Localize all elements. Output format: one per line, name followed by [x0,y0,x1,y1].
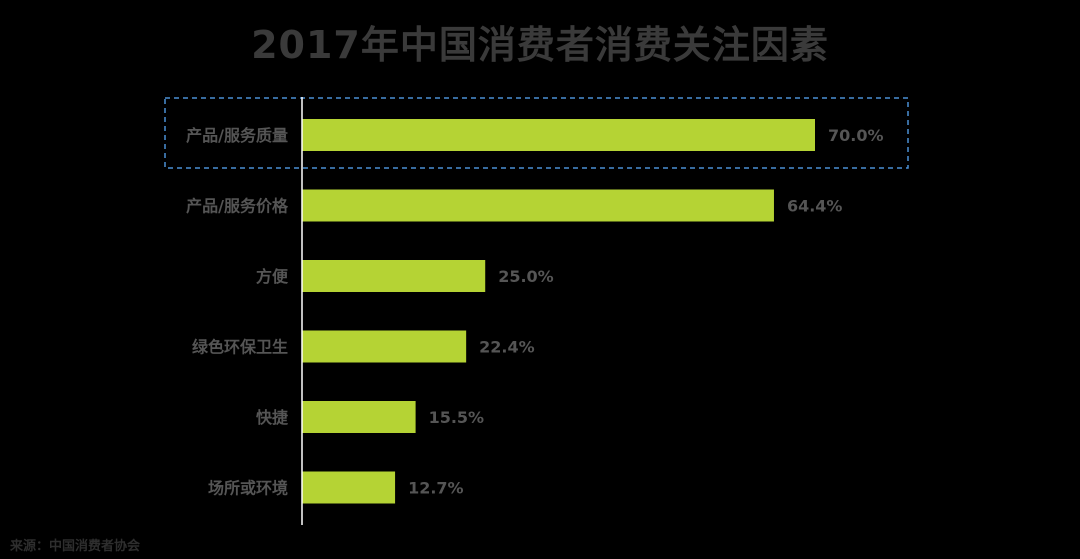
category-label: 绿色环保卫生 [192,338,288,357]
category-label: 方便 [256,267,289,286]
category-label: 产品/服务质量 [186,126,288,145]
bar [302,189,774,222]
chart-title: 2017年中国消费者消费关注因素 [251,23,829,67]
data-label: 70.0% [828,126,884,145]
data-label: 22.4% [479,338,535,357]
bar [302,471,396,504]
bar [302,330,467,363]
bar [302,119,815,151]
bar [302,260,486,292]
highlight-box [164,97,909,169]
data-label: 64.4% [787,197,843,216]
category-label: 场所或环境 [208,479,288,498]
data-label: 12.7% [408,479,464,498]
category-label: 产品/服务价格 [186,197,289,216]
data-label: 25.0% [498,267,554,286]
bar [302,401,416,433]
data-label: 15.5% [429,408,485,427]
category-label: 快捷 [256,408,289,427]
source-note: 来源：中国消费者协会 [10,539,141,554]
